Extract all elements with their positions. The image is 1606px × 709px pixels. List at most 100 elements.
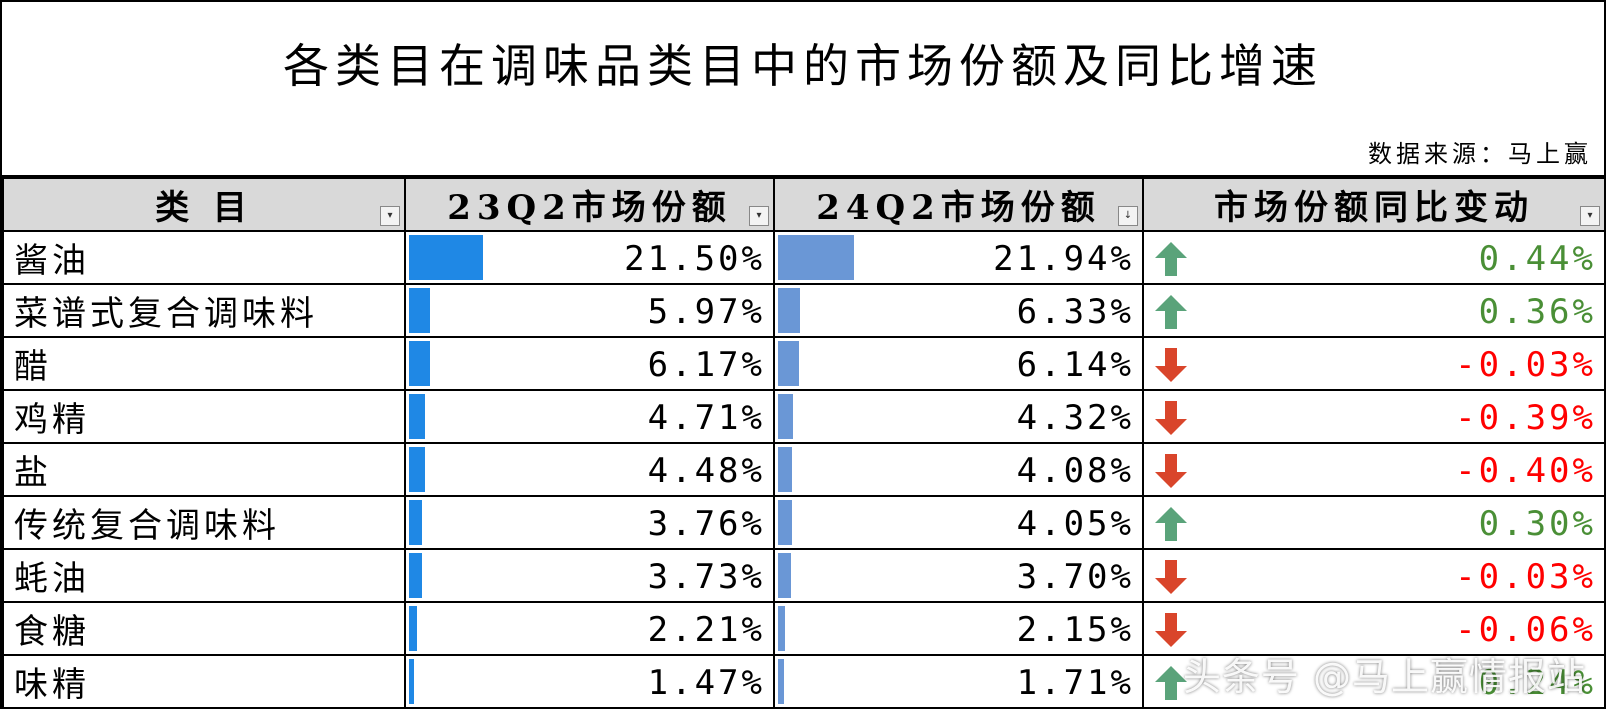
sort-descending-icon[interactable]: ↓ <box>1118 206 1138 226</box>
market-share-table: 类 目 ▾ 23Q2市场份额 ▾ 24Q2市场份额 ↓ 市场份额同比变动 ▾ 酱… <box>2 177 1606 709</box>
share-change-value: -0.03% <box>1455 345 1596 385</box>
data-bar-23q2 <box>409 447 425 492</box>
cell-23q2-share[interactable]: 1.47% <box>404 654 775 709</box>
share-change-value: -0.40% <box>1455 451 1596 491</box>
share-value-24q2: 4.32% <box>1016 398 1134 438</box>
cell-24q2-share[interactable]: 6.14% <box>773 336 1144 391</box>
share-value-23q2: 21.50% <box>624 239 765 279</box>
cell-24q2-share[interactable]: 1.71% <box>773 654 1144 709</box>
cell-23q2-share[interactable]: 6.17% <box>404 336 775 391</box>
data-bar-24q2 <box>778 553 791 598</box>
arrow-up-icon <box>1155 666 1187 700</box>
share-change-value: -0.39% <box>1455 398 1596 438</box>
cell-24q2-share[interactable]: 3.70% <box>773 548 1144 603</box>
cell-share-change[interactable]: -0.06% <box>1142 601 1606 656</box>
data-bar-24q2 <box>778 235 854 280</box>
header-change: 市场份额同比变动 ▾ <box>1142 177 1606 232</box>
cell-24q2-share[interactable]: 21.94% <box>773 230 1144 285</box>
share-value-23q2: 6.17% <box>647 345 765 385</box>
data-bar-24q2 <box>778 394 793 439</box>
arrow-up-icon <box>1155 295 1187 329</box>
share-value-24q2: 6.14% <box>1016 345 1134 385</box>
share-value-23q2: 1.47% <box>647 663 765 703</box>
cell-23q2-share[interactable]: 3.73% <box>404 548 775 603</box>
cell-24q2-share[interactable]: 2.15% <box>773 601 1144 656</box>
cell-category[interactable]: 酱油 <box>2 230 406 285</box>
share-value-23q2: 5.97% <box>647 292 765 332</box>
arrow-down-icon <box>1155 560 1187 594</box>
cell-share-change[interactable]: -0.03% <box>1142 336 1606 391</box>
data-bar-24q2 <box>778 288 800 333</box>
cell-share-change[interactable]: 0.30% <box>1142 495 1606 550</box>
data-bar-23q2 <box>409 235 483 280</box>
cell-23q2-share[interactable]: 2.21% <box>404 601 775 656</box>
data-bar-23q2 <box>409 288 430 333</box>
cell-category[interactable]: 蚝油 <box>2 548 406 603</box>
share-value-23q2: 2.21% <box>647 610 765 650</box>
table-row: 食糖 2.21% 2.15% -0.06% <box>2 601 1606 656</box>
filter-dropdown-icon[interactable]: ▾ <box>1580 206 1600 226</box>
data-bar-24q2 <box>778 659 784 704</box>
data-bar-24q2 <box>778 341 799 386</box>
cell-24q2-share[interactable]: 4.08% <box>773 442 1144 497</box>
arrow-up-icon <box>1155 242 1187 276</box>
cell-category[interactable]: 菜谱式复合调味料 <box>2 283 406 338</box>
share-change-value: 0.24% <box>1478 663 1596 703</box>
cell-category[interactable]: 传统复合调味料 <box>2 495 406 550</box>
cell-category[interactable]: 醋 <box>2 336 406 391</box>
share-value-24q2: 2.15% <box>1016 610 1134 650</box>
cell-category[interactable]: 盐 <box>2 442 406 497</box>
table-row: 醋 6.17% 6.14% -0.03% <box>2 336 1606 391</box>
header-category: 类 目 ▾ <box>2 177 406 232</box>
share-value-23q2: 4.71% <box>647 398 765 438</box>
arrow-down-icon <box>1155 613 1187 647</box>
share-value-23q2: 4.48% <box>647 451 765 491</box>
arrow-down-icon <box>1155 401 1187 435</box>
cell-category[interactable]: 味精 <box>2 654 406 709</box>
share-change-value: -0.03% <box>1455 557 1596 597</box>
cell-category[interactable]: 鸡精 <box>2 389 406 444</box>
table-row: 传统复合调味料 3.76% 4.05% 0.30% <box>2 495 1606 550</box>
data-bar-23q2 <box>409 341 430 386</box>
share-value-24q2: 3.70% <box>1016 557 1134 597</box>
share-value-23q2: 3.76% <box>647 504 765 544</box>
share-change-value: 0.30% <box>1478 504 1596 544</box>
cell-23q2-share[interactable]: 3.76% <box>404 495 775 550</box>
data-source-note: 数据来源：马上赢 <box>1368 140 1592 168</box>
cell-24q2-share[interactable]: 6.33% <box>773 283 1144 338</box>
cell-share-change[interactable]: 0.24% <box>1142 654 1606 709</box>
cell-24q2-share[interactable]: 4.05% <box>773 495 1144 550</box>
cell-share-change[interactable]: -0.40% <box>1142 442 1606 497</box>
header-23q2: 23Q2市场份额 ▾ <box>404 177 775 232</box>
cell-23q2-share[interactable]: 4.71% <box>404 389 775 444</box>
table-row: 味精 1.47% 1.71% 0.24% <box>2 654 1606 709</box>
cell-23q2-share[interactable]: 21.50% <box>404 230 775 285</box>
table-row: 鸡精 4.71% 4.32% -0.39% <box>2 389 1606 444</box>
header-23q2-label: 23Q2市场份额 <box>447 188 732 228</box>
cell-share-change[interactable]: 0.36% <box>1142 283 1606 338</box>
data-bar-24q2 <box>778 606 785 651</box>
cell-23q2-share[interactable]: 4.48% <box>404 442 775 497</box>
header-category-label: 类 目 <box>155 188 253 228</box>
header-row: 类 目 ▾ 23Q2市场份额 ▾ 24Q2市场份额 ↓ 市场份额同比变动 ▾ <box>2 177 1606 232</box>
arrow-up-icon <box>1155 507 1187 541</box>
share-value-24q2: 4.08% <box>1016 451 1134 491</box>
table-row: 盐 4.48% 4.08% -0.40% <box>2 442 1606 497</box>
cell-category[interactable]: 食糖 <box>2 601 406 656</box>
share-value-24q2: 4.05% <box>1016 504 1134 544</box>
cell-24q2-share[interactable]: 4.32% <box>773 389 1144 444</box>
arrow-down-icon <box>1155 454 1187 488</box>
title-area: 各类目在调味品类目中的市场份额及同比增速 数据来源：马上赢 <box>2 2 1604 177</box>
share-value-24q2: 21.94% <box>993 239 1134 279</box>
table-row: 酱油 21.50% 21.94% 0.44% <box>2 230 1606 285</box>
data-bar-23q2 <box>409 553 422 598</box>
header-24q2: 24Q2市场份额 ↓ <box>773 177 1144 232</box>
cell-share-change[interactable]: 0.44% <box>1142 230 1606 285</box>
filter-dropdown-icon[interactable]: ▾ <box>380 206 400 226</box>
cell-share-change[interactable]: -0.39% <box>1142 389 1606 444</box>
cell-23q2-share[interactable]: 5.97% <box>404 283 775 338</box>
cell-share-change[interactable]: -0.03% <box>1142 548 1606 603</box>
data-bar-24q2 <box>778 500 792 545</box>
filter-dropdown-icon[interactable]: ▾ <box>749 206 769 226</box>
